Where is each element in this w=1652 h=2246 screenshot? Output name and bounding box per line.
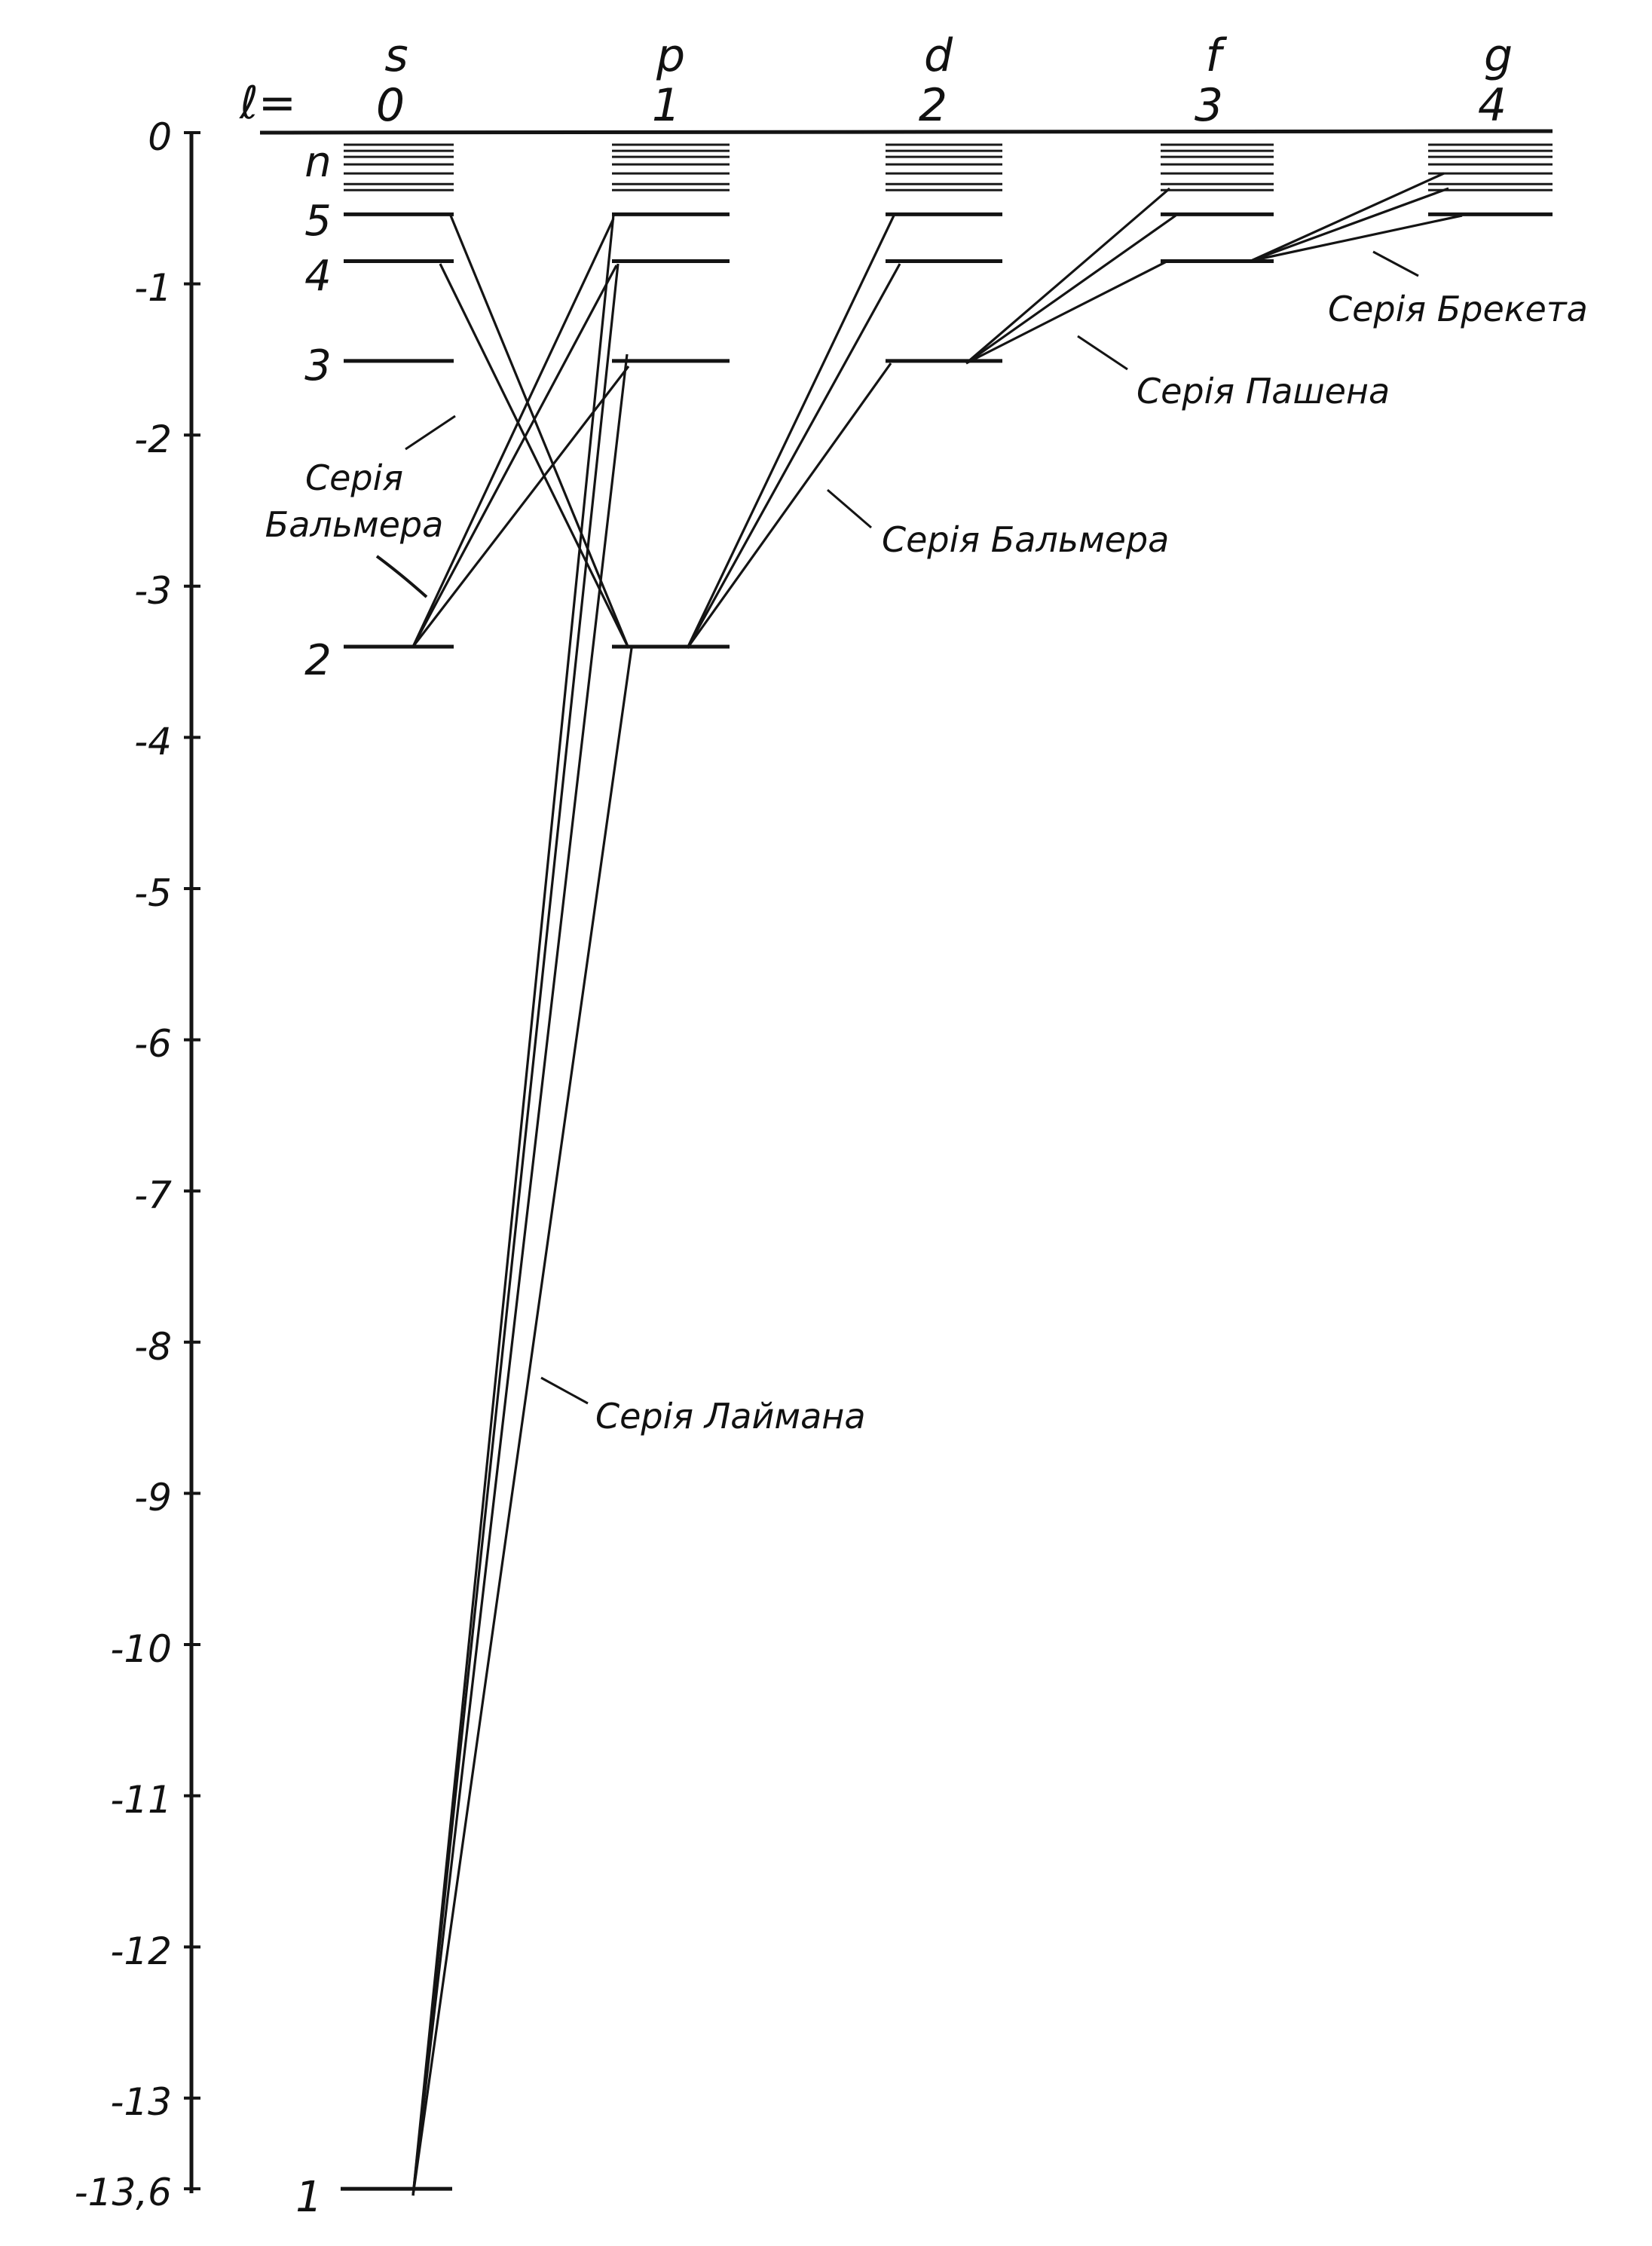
transition-paschen-4f: [965, 259, 1169, 365]
series-label-lyman: Серія Лаймана: [595, 1396, 866, 1437]
tick-label-minus-13: -13: [110, 2080, 172, 2124]
orbital-letter-d: d: [924, 29, 953, 82]
transition-brackett-7g: [1250, 172, 1445, 262]
energy-axis-tick-labels: 0 -1 -2 -3 -4 -5 -6 -7 -8 -9 -10 -11 -12…: [75, 115, 173, 2214]
level-label-n5: 5: [304, 197, 332, 246]
level-label-n4: 4: [304, 252, 332, 301]
tick-label-0: 0: [148, 115, 172, 159]
transition-lyman-2p: [411, 353, 629, 2196]
tick-label-minus-8: -8: [134, 1325, 172, 1369]
series-label-balmer-s-line1: Серія: [305, 457, 403, 498]
level-label-n3: 3: [304, 341, 332, 390]
level-label-n1: 1: [295, 2173, 323, 2222]
spectral-transitions: [411, 172, 1463, 2196]
series-leaders: [375, 250, 1419, 1405]
orbital-l-3: 3: [1195, 79, 1223, 132]
transition-lyman-5p: [411, 647, 633, 2196]
transition-lyman-4p: [411, 214, 615, 2196]
transition-brackett-5g: [1250, 214, 1463, 262]
tick-label-minus-9: -9: [134, 1476, 172, 1519]
orbital-letter-f: f: [1205, 29, 1227, 82]
n-label: n: [304, 138, 332, 187]
orbital-l-2: 2: [919, 79, 947, 132]
ionization-limit-line: [259, 129, 1553, 135]
transition-balmer-p-3d: [686, 363, 892, 649]
tick-label-minus-13-6: -13,6: [75, 2171, 172, 2214]
level-label-n2: 2: [304, 636, 332, 685]
l-equals-label: ℓ=: [239, 77, 296, 130]
tick-label-minus-1: -1: [134, 266, 172, 310]
transition-balmer-p-5s: [449, 215, 630, 649]
orbital-letter-s: s: [384, 29, 408, 82]
energy-axis-ticks: [184, 131, 200, 2191]
transition-balmer-s-5p: [411, 218, 615, 647]
transition-brackett-6g: [1250, 187, 1449, 262]
tick-label-minus-6: -6: [134, 1022, 172, 1066]
transition-paschen-5f: [965, 214, 1176, 365]
leader-paschen: [1077, 335, 1128, 371]
transition-lyman-3p: [411, 263, 620, 2196]
series-labels: Серія Лаймана Серія Бальмера Серія Бальм…: [265, 289, 1588, 1437]
transition-balmer-p-4d: [686, 263, 901, 649]
tick-label-minus-4: -4: [134, 720, 172, 763]
orbital-l-4: 4: [1478, 79, 1507, 132]
transition-paschen-6f: [965, 187, 1171, 365]
energy-levels: [341, 212, 1553, 2191]
n-labels: n 5 4 3 2 1: [295, 138, 332, 2222]
tick-label-minus-3: -3: [134, 569, 172, 613]
transition-balmer-s-3p: [411, 366, 630, 647]
orbital-letter-g: g: [1484, 29, 1513, 82]
series-label-brackett: Серія Брекета: [1328, 289, 1588, 329]
series-label-paschen: Серія Пашена: [1137, 371, 1390, 412]
transition-balmer-s-4p: [411, 265, 618, 647]
energy-axis: 0 -1 -2 -3 -4 -5 -6 -7 -8 -9 -10 -11 -12…: [75, 115, 200, 2214]
tick-label-minus-11: -11: [110, 1778, 172, 1822]
tick-label-minus-2: -2: [134, 418, 172, 461]
transition-balmer-p-4s: [439, 263, 630, 649]
tick-label-minus-12: -12: [110, 1929, 172, 1973]
series-label-balmer-p: Серія Бальмера: [882, 519, 1169, 560]
leader-balmer-s-bottom: [375, 555, 428, 598]
tick-label-minus-7: -7: [134, 1173, 172, 1217]
leader-balmer-p: [827, 488, 872, 529]
orbital-letter-p: p: [656, 29, 685, 82]
dense-high-n-levels: [344, 143, 1553, 191]
leader-brackett: [1372, 250, 1419, 277]
leader-lyman: [540, 1376, 589, 1405]
tick-label-minus-5: -5: [134, 871, 172, 915]
series-label-balmer-s-line2: Бальмера: [265, 504, 444, 545]
tick-label-minus-10: -10: [110, 1627, 172, 1671]
transition-balmer-p-5d: [686, 215, 895, 649]
orbital-l-1: 1: [652, 79, 681, 132]
leader-balmer-s-top: [405, 415, 456, 451]
orbital-headers: ℓ= s 0 p 1 d 2 f 3 g 4: [239, 29, 1513, 132]
orbital-l-0: 0: [376, 79, 405, 132]
